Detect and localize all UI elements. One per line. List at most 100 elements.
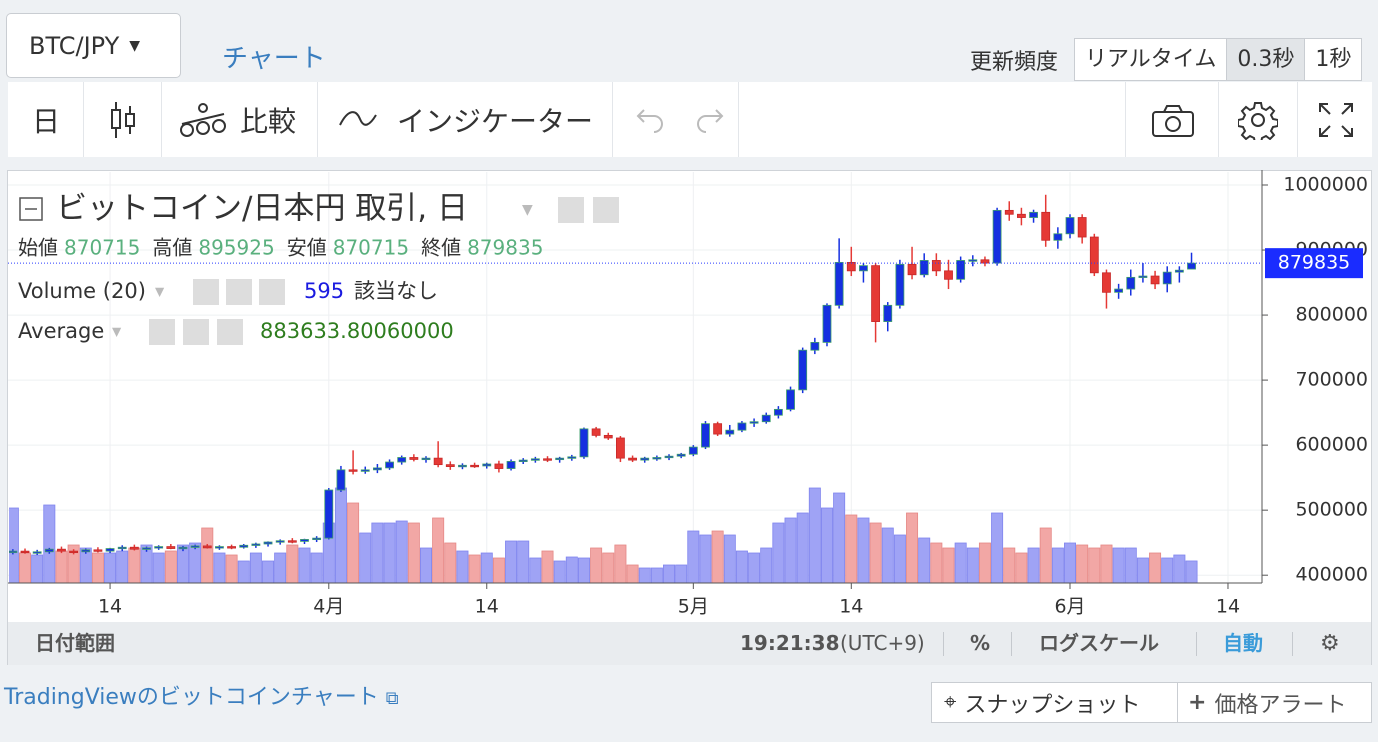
refresh-option[interactable]: リアルタイム [1074, 38, 1228, 81]
y-tick-label: 400000 [1295, 564, 1368, 586]
candle-body [883, 304, 893, 322]
volume-bar [541, 550, 554, 583]
volume-bar [152, 552, 165, 583]
interval-button[interactable]: 日 [32, 104, 61, 138]
snapshot-icon[interactable] [1151, 104, 1195, 138]
candle-body [1102, 272, 1111, 293]
fullscreen-icon[interactable] [1318, 102, 1354, 138]
chart-tab[interactable]: チャート [222, 44, 326, 74]
timezone[interactable]: (UTC+9) [840, 631, 925, 655]
separator [1196, 632, 1197, 656]
candle-body [1089, 236, 1099, 274]
candle-body [409, 457, 419, 460]
volume-bar [906, 512, 919, 583]
close-icon[interactable] [259, 279, 285, 305]
compare-button[interactable]: 比較 [240, 104, 297, 138]
volume-bar [347, 502, 360, 583]
volume-bar [1173, 554, 1186, 583]
candle-body [142, 547, 151, 550]
volume-bar [991, 512, 1004, 583]
separator [738, 82, 739, 157]
volume-bar [480, 552, 493, 583]
volume-bar [808, 487, 821, 583]
volume-bar [845, 514, 858, 583]
candle-body [895, 263, 905, 306]
candle-body [688, 446, 698, 455]
eye-icon[interactable] [193, 279, 219, 305]
volume-bar [760, 547, 773, 583]
gear-icon[interactable] [183, 319, 209, 345]
close-icon[interactable] [217, 319, 243, 345]
volume-bar [517, 540, 530, 583]
volume-bar [590, 547, 603, 583]
volume-label: Volume (20) [18, 279, 146, 303]
candle-body [494, 463, 504, 469]
settings-icon[interactable] [1238, 100, 1278, 140]
candle-body [445, 464, 455, 467]
chart-footer: 日付範囲 19:21:38 (UTC+9) % ログスケール 自動 ⚙ [8, 622, 1371, 665]
plus-icon: + [1188, 690, 1207, 715]
volume-bar [978, 542, 991, 583]
ohlc-value: 870715 [64, 236, 140, 260]
ohlc-value: 870715 [333, 236, 409, 260]
volume-bar [1039, 527, 1052, 583]
volume-bar [553, 560, 566, 583]
log-toggle[interactable]: ログスケール [1039, 631, 1159, 655]
candle-body [859, 265, 868, 272]
eye-icon[interactable] [558, 197, 584, 223]
candle-body [1126, 276, 1136, 290]
candle-body [907, 263, 917, 276]
volume-bar [55, 550, 68, 583]
volume-bar [942, 547, 955, 583]
candle-body [81, 549, 91, 553]
settings-icon[interactable]: ⚙ [1320, 631, 1340, 656]
candle-body [652, 457, 662, 460]
candle-body [239, 544, 249, 548]
volume-bar [748, 552, 761, 583]
candle-body [20, 550, 30, 554]
volume-bar [735, 550, 748, 583]
external-icon: ⧉ [385, 688, 399, 709]
volume-bar [468, 554, 481, 583]
percent-toggle[interactable]: % [970, 631, 991, 655]
volume-bar [1051, 547, 1064, 583]
x-tick-label: 14 [475, 596, 499, 618]
candle-body [433, 457, 443, 466]
undo-redo[interactable] [630, 106, 730, 134]
volume-bar [1003, 547, 1016, 583]
ohlc-label: 安値 [287, 236, 327, 260]
indicators-button[interactable]: インジケーター [397, 104, 594, 138]
symbol-button[interactable]: BTC/JPY ▼ [6, 13, 181, 78]
volume-bar [492, 557, 505, 583]
volume-bar [407, 522, 420, 583]
snapshot-button[interactable]: ⌖ スナップショット [931, 682, 1178, 723]
date-range[interactable]: 日付範囲 [35, 631, 115, 655]
refresh-option[interactable]: 1秒 [1304, 38, 1363, 81]
candle-body [956, 260, 966, 280]
volume-bar [43, 504, 56, 583]
candle-body [93, 549, 103, 552]
candle-body [190, 545, 200, 548]
candle-body [482, 463, 492, 467]
chart-link[interactable]: TradingViewのビットコインチャート ⧉ [4, 679, 399, 711]
volume-bar [1088, 547, 1101, 583]
candle-body [834, 261, 844, 306]
volume-bar [687, 530, 700, 583]
candle-icon[interactable] [108, 100, 138, 140]
candle-body [737, 422, 747, 431]
auto-toggle[interactable]: 自動 [1223, 631, 1263, 655]
volume-bar [91, 552, 104, 583]
last-price-tag [1265, 248, 1363, 279]
separator [1297, 82, 1298, 157]
eye-icon[interactable] [149, 319, 175, 345]
candle-body [9, 550, 18, 554]
average-label: Average [18, 319, 104, 343]
alert-button[interactable]: + 価格アラート [1177, 682, 1372, 723]
volume-bar [164, 550, 177, 583]
volume-bar [857, 517, 870, 583]
chart-title: ビットコイン/日本円 取引, 日 [56, 191, 468, 227]
volume-bar [602, 552, 615, 583]
gear-icon[interactable] [593, 197, 619, 223]
gear-icon[interactable] [226, 279, 252, 305]
volume-bar [213, 552, 226, 583]
